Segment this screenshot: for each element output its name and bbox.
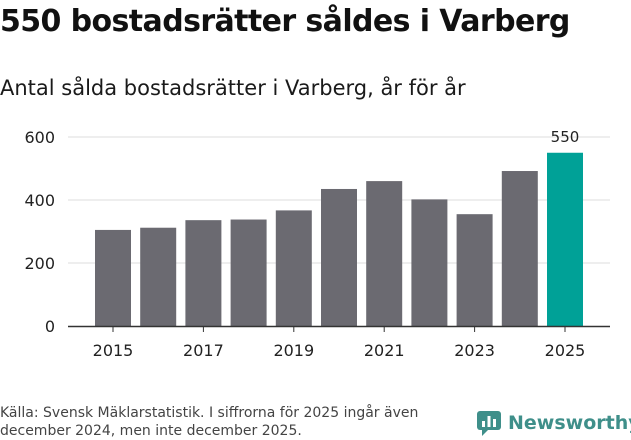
bar-2017 bbox=[185, 220, 222, 326]
chart-subtitle: Antal sålda bostadsrätter i Varberg, år … bbox=[0, 76, 466, 100]
bar-2022 bbox=[411, 199, 448, 326]
bar-2021 bbox=[366, 181, 403, 326]
bar-chart: 0 200 400 600 2015 2017 2019 2021 2023 2025 550 bbox=[24, 128, 610, 360]
y-tick-label: 200 bbox=[24, 254, 55, 273]
y-tick-label: 600 bbox=[24, 128, 55, 147]
x-tick-label: 2017 bbox=[183, 341, 224, 360]
bar-2016 bbox=[140, 227, 177, 326]
x-tick-label: 2021 bbox=[364, 341, 405, 360]
bar-2015 bbox=[95, 229, 131, 326]
bar-2024 bbox=[501, 171, 538, 326]
bar-2025 bbox=[547, 152, 583, 326]
newsworthy-icon bbox=[477, 411, 501, 436]
bar-2018 bbox=[230, 219, 267, 326]
chart-title: 550 bostadsrätter såldes i Varberg bbox=[0, 4, 570, 39]
source-note: Källa: Svensk Mäklarstatistik. I siffror… bbox=[0, 405, 419, 439]
brand-logo: Newsworthy bbox=[476, 410, 631, 436]
x-tick-label: 2025 bbox=[545, 341, 586, 360]
data-label: 550 bbox=[551, 128, 580, 146]
x-tick-label: 2019 bbox=[273, 341, 314, 360]
bar-2020 bbox=[321, 188, 357, 326]
y-tick-label: 400 bbox=[24, 191, 55, 210]
x-tick-label: 2015 bbox=[93, 341, 134, 360]
y-tick-label: 0 bbox=[45, 317, 55, 336]
x-tick-label: 2023 bbox=[454, 341, 495, 360]
bar-2019 bbox=[275, 210, 312, 326]
bar-2023 bbox=[456, 214, 493, 326]
brand-name: Newsworthy bbox=[508, 412, 631, 434]
